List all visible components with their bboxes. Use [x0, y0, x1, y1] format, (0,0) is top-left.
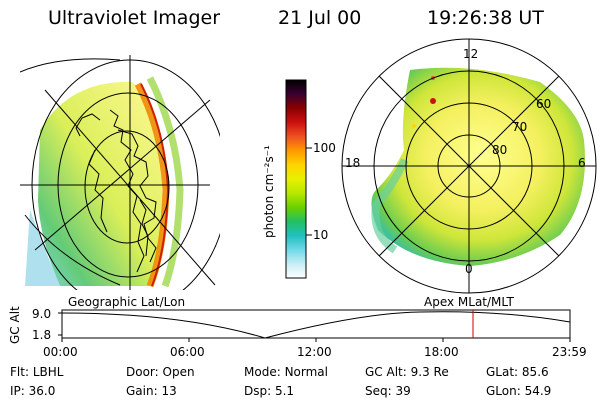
status-dsp: Dsp: 5.1 [244, 384, 295, 398]
altitude-xtick: 12:00 [297, 345, 332, 359]
status-glon: GLon: 54.9 [486, 384, 552, 398]
altitude-ytick-low: 1.8 [32, 328, 52, 342]
altitude-plot [58, 309, 571, 342]
status-glon-value: 54.9 [524, 384, 552, 398]
mlat-label-80: 80 [492, 143, 508, 157]
colorbar-tick-100: 100 [313, 141, 336, 155]
status-glat: GLat: 85.6 [486, 365, 549, 379]
status-mode-value: Normal [284, 365, 328, 379]
status-door: Door: Open [126, 365, 195, 379]
mlat-label-60: 60 [536, 97, 552, 111]
mlt-label-6: 6 [578, 156, 586, 170]
altitude-xtick: 06:00 [170, 345, 205, 359]
mlt-label-12: 12 [463, 47, 479, 61]
status-seq-value: 39 [395, 384, 411, 398]
status-gain-value: 13 [161, 384, 177, 398]
header-time: 19:26:38 UT [427, 7, 544, 29]
polar-map-caption: Apex MLat/MLT [424, 295, 514, 309]
status-gain: Gain: 13 [126, 384, 177, 398]
altitude-xtick: 00:00 [43, 345, 78, 359]
geo-map-caption: Geographic Lat/Lon [68, 295, 186, 309]
status-door-value: Open [162, 365, 195, 379]
header-date: 21 Jul 00 [278, 7, 362, 29]
status-ip: IP: 36.0 [10, 384, 56, 398]
mlt-label-18: 18 [345, 156, 361, 170]
colorbar [285, 79, 312, 279]
altitude-ylabel: GC Alt [8, 306, 22, 344]
colorbar-tick-10: 10 [313, 228, 329, 242]
status-glat-value: 85.6 [521, 365, 549, 379]
colorbar-unit-label: photon cm⁻²s⁻¹ [262, 145, 276, 238]
status-dsp-value: 5.1 [274, 384, 295, 398]
app-title: Ultraviolet Imager [48, 7, 221, 29]
status-flt: Flt: LBHL [10, 365, 64, 379]
status-gc-alt: GC Alt: 9.3 Re [365, 365, 449, 379]
geographic-map [20, 55, 220, 290]
status-seq: Seq: 39 [365, 384, 411, 398]
mlat-label-70: 70 [512, 120, 528, 134]
altitude-ytick-high: 9.0 [32, 307, 52, 321]
mlt-label-0: 0 [465, 262, 473, 276]
status-gc-alt-value: 9.3 Re [410, 365, 449, 379]
status-mode: Mode: Normal [244, 365, 328, 379]
polar-map [341, 38, 597, 294]
status-ip-value: 36.0 [28, 384, 56, 398]
status-flt-value: LBHL [32, 365, 64, 379]
altitude-xtick: 18:00 [424, 345, 459, 359]
altitude-xtick: 23:59 [552, 345, 587, 359]
